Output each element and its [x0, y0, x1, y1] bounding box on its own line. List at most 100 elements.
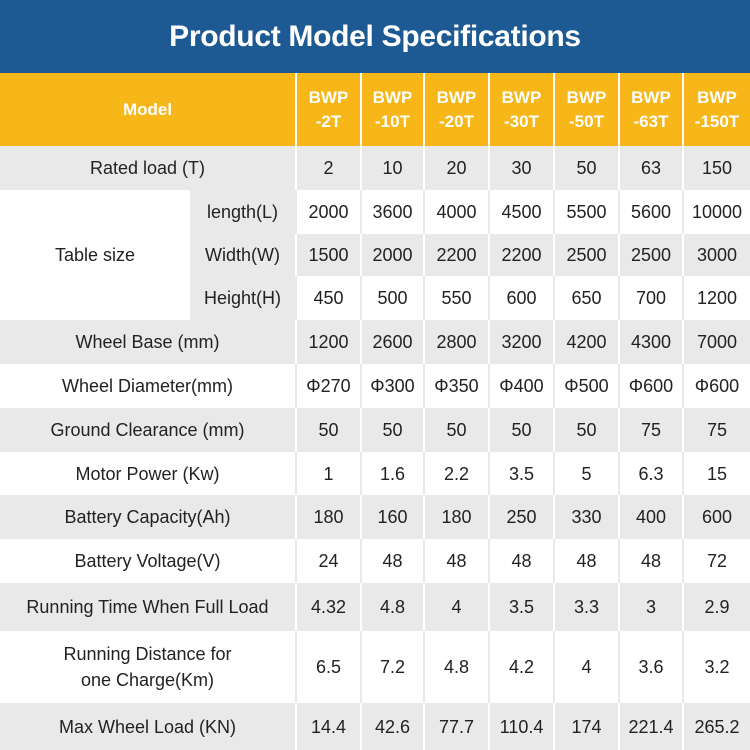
page-title: Product Model Specifications	[0, 0, 750, 73]
value-cell: 5	[553, 452, 618, 495]
value-cell: 221.4	[618, 703, 682, 750]
value-cell: 1.6	[360, 452, 423, 495]
model-header-bwp-20t: BWP -20T	[423, 73, 488, 146]
model-header-bwp-2t: BWP -2T	[295, 73, 360, 146]
row-sublabel: Width(W)	[205, 245, 280, 265]
value-cell: 400	[618, 495, 682, 539]
model-header-bwp-10t: BWP -10T	[360, 73, 423, 146]
value-cell: 4.2	[488, 631, 553, 703]
value-cell: 3.5	[488, 583, 553, 631]
value-cell: 48	[488, 539, 553, 583]
value-cell: 650	[553, 276, 618, 320]
value-cell: 550	[423, 276, 488, 320]
value-cell: 3600	[360, 190, 423, 234]
value-cell: 3200	[488, 320, 553, 364]
spec-row-width: Width(W) 1500 2000 2200 2200 2500 2500 3…	[190, 234, 750, 276]
value-cell: 50	[488, 408, 553, 452]
value-cell: 50	[423, 408, 488, 452]
value-cell: 500	[360, 276, 423, 320]
spec-row-wheel-diameter: Wheel Diameter(mm) Φ270 Φ300 Φ350 Φ400 Φ…	[0, 364, 750, 408]
value-cell: Φ400	[488, 364, 553, 408]
row-label: Max Wheel Load (KN)	[58, 716, 237, 737]
value-cell: 2000	[360, 234, 423, 276]
value-cell: 700	[618, 276, 682, 320]
value-cell: 3.3	[553, 583, 618, 631]
value-cell: Φ500	[553, 364, 618, 408]
row-label: Ground Clearance (mm)	[50, 420, 245, 440]
value-cell: 50	[553, 146, 618, 190]
spec-row-height: Height(H) 450 500 550 600 650 700 1200	[190, 276, 750, 320]
spec-row-max-wheel-load: Max Wheel Load (KN) 14.4 42.6 77.7 110.4…	[0, 703, 750, 750]
value-cell: 265.2	[682, 703, 750, 750]
spec-row-running-distance: Running Distance for one Charge(Km) 6.5 …	[0, 631, 750, 703]
value-cell: 2500	[618, 234, 682, 276]
value-cell: 48	[360, 539, 423, 583]
value-cell: Φ270	[295, 364, 360, 408]
model-header-bwp-150t: BWP -150T	[682, 73, 750, 146]
value-cell: 600	[682, 495, 750, 539]
value-cell: 180	[295, 495, 360, 539]
value-cell: 4	[423, 583, 488, 631]
model-header-row: Model BWP -2T BWP -10T BWP -20T BWP -30T…	[0, 73, 750, 146]
value-cell: Φ600	[682, 364, 750, 408]
value-cell: 50	[360, 408, 423, 452]
value-cell: 30	[488, 146, 553, 190]
value-cell: 110.4	[488, 703, 553, 750]
value-cell: 1200	[295, 320, 360, 364]
value-cell: 4.32	[295, 583, 360, 631]
value-cell: 2200	[488, 234, 553, 276]
value-cell: 2600	[360, 320, 423, 364]
value-cell: 48	[618, 539, 682, 583]
spec-row-motor-power: Motor Power (Kw) 1 1.6 2.2 3.5 5 6.3 15	[0, 452, 750, 495]
model-header-bwp-50t: BWP -50T	[553, 73, 618, 146]
spec-row-ground-clearance: Ground Clearance (mm) 50 50 50 50 50 75 …	[0, 408, 750, 452]
value-cell: 2000	[295, 190, 360, 234]
row-label: Rated load (T)	[89, 158, 206, 178]
value-cell: 1	[295, 452, 360, 495]
row-label: Wheel Diameter(mm)	[61, 376, 234, 396]
value-cell: 3.6	[618, 631, 682, 703]
value-cell: 1200	[682, 276, 750, 320]
row-sublabel: Height(H)	[190, 276, 295, 320]
spec-row-rated-load: Rated load (T) 2 10 20 30 50 63 150	[0, 146, 750, 190]
row-label: Battery Voltage(V)	[74, 551, 221, 571]
value-cell: 2200	[423, 234, 488, 276]
row-label: Running Time When Full Load	[26, 597, 269, 617]
value-cell: 2.9	[682, 583, 750, 631]
value-cell: 180	[423, 495, 488, 539]
value-cell: 4.8	[360, 583, 423, 631]
value-cell: 5500	[553, 190, 618, 234]
value-cell: 150	[682, 146, 750, 190]
value-cell: 6.3	[618, 452, 682, 495]
value-cell: 63	[618, 146, 682, 190]
value-cell: 3.2	[682, 631, 750, 703]
value-cell: 10	[360, 146, 423, 190]
value-cell: 160	[360, 495, 423, 539]
row-label: Wheel Base (mm)	[75, 332, 220, 352]
table-size-label: Table size	[0, 190, 190, 320]
spec-row-battery-capacity: Battery Capacity(Ah) 180 160 180 250 330…	[0, 495, 750, 539]
value-cell: Φ350	[423, 364, 488, 408]
value-cell: 4.8	[423, 631, 488, 703]
value-cell: 50	[553, 408, 618, 452]
value-cell: 75	[618, 408, 682, 452]
value-cell: 2800	[423, 320, 488, 364]
value-cell: 5600	[618, 190, 682, 234]
row-label: Running Distance for one Charge(Km)	[63, 644, 232, 690]
value-cell: 3000	[682, 234, 750, 276]
value-cell: 3.5	[488, 452, 553, 495]
value-cell: 7000	[682, 320, 750, 364]
row-label: Motor Power (Kw)	[75, 463, 220, 484]
value-cell: 14.4	[295, 703, 360, 750]
value-cell: 42.6	[360, 703, 423, 750]
value-cell: 77.7	[423, 703, 488, 750]
value-cell: 4000	[423, 190, 488, 234]
value-cell: 250	[488, 495, 553, 539]
value-cell: 75	[682, 408, 750, 452]
value-cell: 4200	[553, 320, 618, 364]
value-cell: Φ300	[360, 364, 423, 408]
spec-row-battery-voltage: Battery Voltage(V) 24 48 48 48 48 48 72	[0, 539, 750, 583]
spec-row-wheel-base: Wheel Base (mm) 1200 2600 2800 3200 4200…	[0, 320, 750, 364]
value-cell: 450	[295, 276, 360, 320]
value-cell: 2500	[553, 234, 618, 276]
